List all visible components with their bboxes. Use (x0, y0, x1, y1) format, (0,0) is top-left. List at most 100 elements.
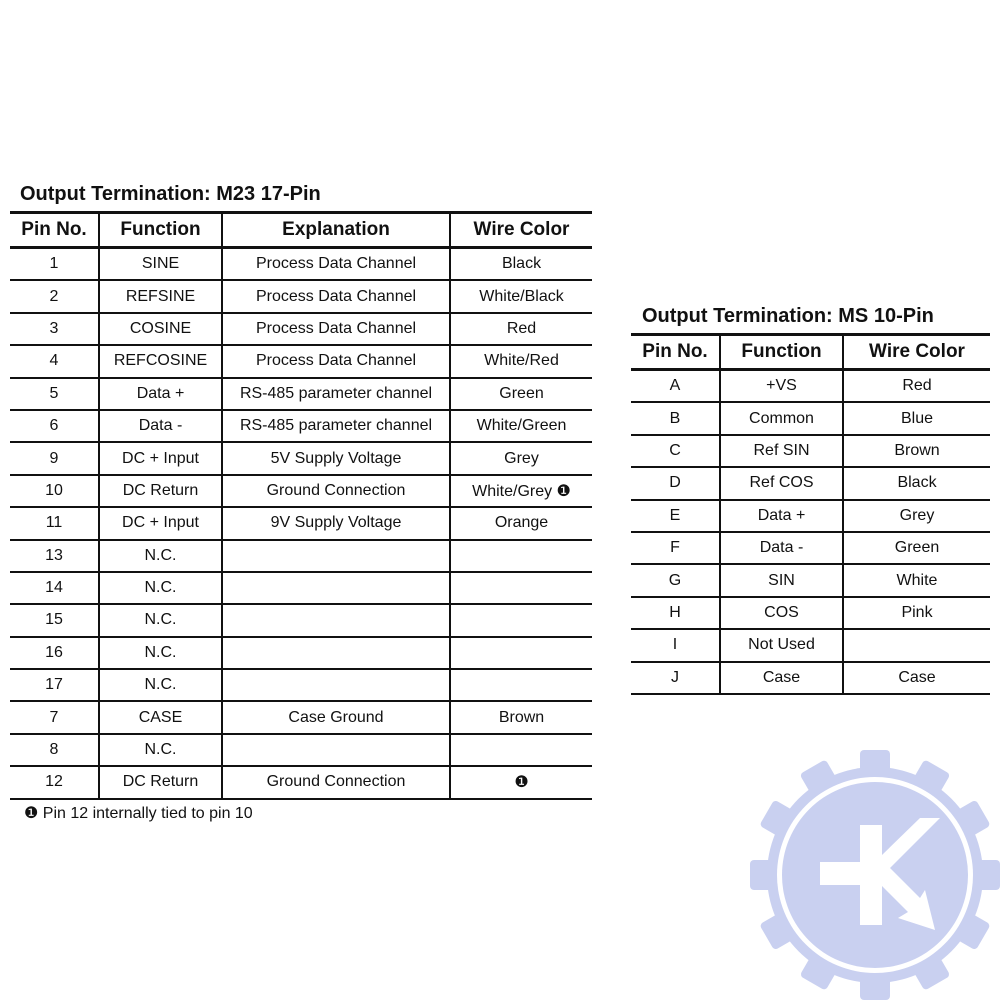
cell-function: N.C. (98, 669, 222, 703)
cell-wire-color: Green (842, 531, 990, 566)
table-header-row: Pin No. Function Wire Color (631, 333, 990, 371)
cell-pin-no: C (631, 434, 720, 469)
cell-function: N.C. (98, 604, 222, 638)
cell-wire-color: Blue (842, 402, 990, 436)
cell-function: DC Return (98, 766, 222, 800)
cell-explanation: Ground Connection (221, 766, 450, 800)
table-row: 10 DC Return Ground Connection White/Grey ❶ (10, 474, 592, 509)
cell-wire-color: Black (449, 247, 592, 282)
cell-wire-color: Brown (842, 434, 990, 469)
cell-pin-no: D (631, 467, 720, 501)
cell-function: Data - (98, 409, 222, 444)
cell-pin-no: 12 (10, 766, 99, 800)
cell-function: Data - (719, 531, 843, 566)
cell-explanation: Process Data Channel (221, 247, 450, 282)
cell-wire-color: Black (842, 467, 990, 501)
table-row: 6 Data - RS-485 parameter channel White/Gre… (10, 409, 592, 444)
cell-explanation (221, 604, 450, 638)
ms10-title: Output Termination: MS 10-Pin (642, 305, 934, 327)
header-function: Function (98, 211, 222, 249)
cell-wire-color: White/Green (449, 409, 592, 444)
cell-wire-color (449, 571, 592, 606)
table-row: 7 CASE Case Ground Brown (10, 701, 592, 735)
cell-pin-no: J (631, 661, 720, 695)
cell-function: Not Used (719, 629, 843, 663)
table-row: E Data + Grey (631, 499, 990, 533)
table-row: 15 N.C. (10, 604, 592, 638)
cell-pin-no: F (631, 531, 720, 566)
cell-pin-no: 7 (10, 701, 99, 735)
cell-function: COS (719, 596, 843, 631)
cell-pin-no: 6 (10, 409, 99, 444)
table-row: 2 REFSINE Process Data Channel White/Black (10, 280, 592, 314)
cell-pin-no: 5 (10, 377, 99, 411)
cell-function: N.C. (98, 539, 222, 573)
cell-function: +VS (719, 369, 843, 404)
cell-explanation: Process Data Channel (221, 345, 450, 379)
cell-pin-no: 13 (10, 539, 99, 573)
cell-explanation: Process Data Channel (221, 280, 450, 314)
cell-function: COSINE (98, 312, 222, 347)
cell-wire-color: Orange (449, 507, 592, 541)
table-row: 16 N.C. (10, 636, 592, 671)
header-pin-no: Pin No. (10, 211, 99, 249)
cell-wire-color: Grey (842, 499, 990, 533)
cell-pin-no: B (631, 402, 720, 436)
table-row: 12 DC Return Ground Connection ❶ (10, 766, 592, 800)
cell-wire-color: White (842, 564, 990, 598)
table-row: H COS Pink (631, 596, 990, 631)
cell-wire-color: Case (842, 661, 990, 695)
cell-explanation (221, 539, 450, 573)
table-row: B Common Blue (631, 402, 990, 436)
cell-explanation: 5V Supply Voltage (221, 442, 450, 476)
cell-explanation (221, 669, 450, 703)
cell-function: DC + Input (98, 507, 222, 541)
cell-explanation (221, 733, 450, 768)
m23-title: Output Termination: M23 17-Pin (20, 183, 321, 205)
cell-pin-no: 3 (10, 312, 99, 347)
table-row: 5 Data + RS-485 parameter channel Green (10, 377, 592, 411)
cell-wire-color: White/Grey ❶ (449, 474, 592, 509)
cell-function: DC + Input (98, 442, 222, 476)
cell-function: Data + (98, 377, 222, 411)
cell-function: CASE (98, 701, 222, 735)
table-row: 9 DC + Input 5V Supply Voltage Grey (10, 442, 592, 476)
cell-pin-no: 1 (10, 247, 99, 282)
cell-pin-no: 15 (10, 604, 99, 638)
cell-wire-color (449, 604, 592, 638)
cell-pin-no: 17 (10, 669, 99, 703)
cell-explanation: Case Ground (221, 701, 450, 735)
table-row: 8 N.C. (10, 733, 592, 768)
cell-pin-no: 11 (10, 507, 99, 541)
cell-explanation: RS-485 parameter channel (221, 377, 450, 411)
cell-wire-color: Pink (842, 596, 990, 631)
table-row: 11 DC + Input 9V Supply Voltage Orange (10, 507, 592, 541)
table-row: 3 COSINE Process Data Channel Red (10, 312, 592, 347)
cell-wire-color (842, 629, 990, 663)
cell-pin-no: E (631, 499, 720, 533)
table-row: 17 N.C. (10, 669, 592, 703)
cell-function: REFCOSINE (98, 345, 222, 379)
table-row: I Not Used (631, 629, 990, 663)
cell-explanation: 9V Supply Voltage (221, 507, 450, 541)
table-row: 1 SINE Process Data Channel Black (10, 247, 592, 282)
cell-function: Ref COS (719, 467, 843, 501)
cell-wire-color (449, 539, 592, 573)
m23-pin-table: Pin No. Function Explanation Wire Color … (10, 211, 592, 800)
header-explanation: Explanation (221, 211, 450, 249)
cell-pin-no: 4 (10, 345, 99, 379)
cell-pin-no: G (631, 564, 720, 598)
cell-pin-no: H (631, 596, 720, 631)
header-wire-color: Wire Color (842, 333, 990, 371)
cell-function: N.C. (98, 571, 222, 606)
cell-wire-color: Brown (449, 701, 592, 735)
cell-pin-no: 8 (10, 733, 99, 768)
cell-pin-no: A (631, 369, 720, 404)
cell-explanation (221, 571, 450, 606)
cell-explanation: Process Data Channel (221, 312, 450, 347)
cell-pin-no: 16 (10, 636, 99, 671)
table-row: 13 N.C. (10, 539, 592, 573)
footnote: ❶ Pin 12 internally tied to pin 10 (24, 805, 253, 822)
cell-wire-color: Red (842, 369, 990, 404)
cell-explanation: Ground Connection (221, 474, 450, 509)
